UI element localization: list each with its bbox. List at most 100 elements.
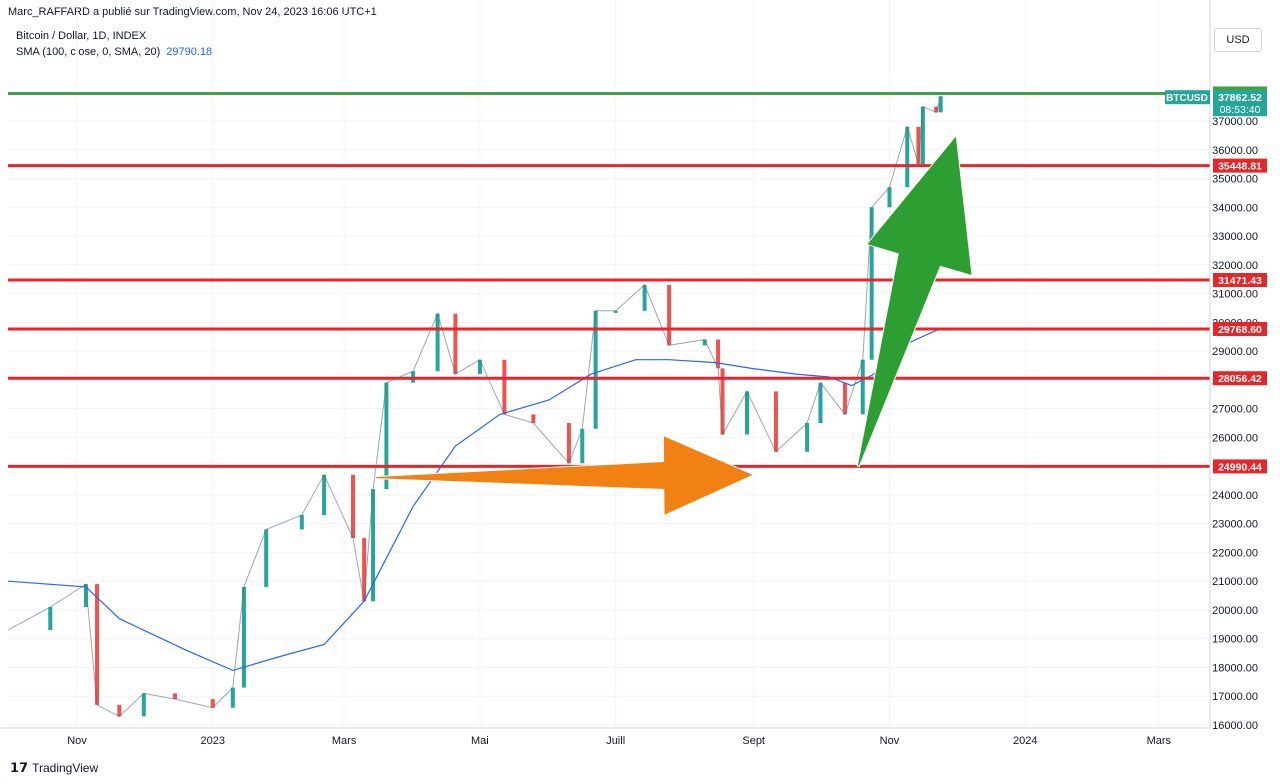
x-tick-label: Nov — [67, 735, 87, 747]
sma-legend: SMA (100, close, 0, SMA, 20) 29790.18 — [16, 46, 212, 58]
price-candle — [95, 584, 100, 705]
price-candle — [905, 126, 910, 188]
y-tick-label: 32000.00 — [1212, 260, 1258, 272]
price-candle — [384, 382, 389, 490]
y-tick-label: 18000.00 — [1212, 662, 1258, 674]
price-candle — [172, 693, 177, 700]
x-tick-label: 2024 — [1013, 735, 1037, 747]
y-tick-label: 27000.00 — [1212, 404, 1258, 416]
price-candle — [642, 284, 647, 311]
level-tag — [1213, 158, 1267, 173]
price-candle — [299, 515, 304, 530]
price-candle — [566, 423, 571, 464]
y-tick-label: 20000.00 — [1212, 605, 1258, 617]
tradingview-logo-icon: 𝟭𝟳 — [10, 760, 29, 775]
x-tick-label: Mars — [1147, 735, 1172, 747]
y-tick-label: 16000.00 — [1212, 720, 1258, 732]
price-candle — [613, 310, 618, 313]
y-tick-label: 17000.00 — [1212, 691, 1258, 703]
annotations[interactable] — [374, 134, 973, 517]
price-candle — [593, 310, 598, 429]
price-candle — [362, 538, 367, 602]
price-candle — [83, 584, 88, 608]
price-candle — [371, 489, 376, 602]
price-candle — [477, 359, 482, 375]
y-tick-label: 24000.00 — [1212, 490, 1258, 502]
y-tick-label: 33000.00 — [1212, 231, 1258, 243]
price-candle — [938, 96, 943, 113]
axes: 16000.00 17000.00 18000.00 19000.00 20000.00… — [0, 0, 1258, 747]
price-candle — [720, 368, 725, 435]
level-tag — [1213, 371, 1267, 386]
y-tick-label: 19000.00 — [1212, 634, 1258, 646]
level-tag-label: 28056.42 — [1218, 373, 1262, 385]
price-series — [7, 96, 943, 718]
price-candle — [241, 586, 246, 688]
price-candle — [435, 313, 440, 372]
price-candle — [916, 126, 921, 165]
price-candle — [531, 414, 536, 423]
level-tag-label: 31471.43 — [1218, 275, 1262, 287]
price-candle — [716, 339, 721, 369]
level-lines[interactable] — [8, 91, 1210, 468]
x-tick-label: Nov — [880, 735, 900, 747]
price-candle — [580, 428, 585, 464]
x-tick-label: Sept — [742, 735, 765, 747]
price-tags: 37957.0235448.8131471.4329768.6028056.42… — [1165, 86, 1267, 474]
y-tick-label: 34000.00 — [1212, 202, 1258, 214]
x-tick-label: 2023 — [201, 735, 225, 747]
price-candle — [745, 391, 750, 435]
trend-arrow[interactable] — [856, 134, 973, 467]
price-candle — [805, 423, 810, 452]
y-tick-label: 21000.00 — [1212, 576, 1258, 588]
price-candle — [351, 474, 356, 539]
tradingview-brand[interactable]: 𝟭𝟳 TradingView — [10, 760, 98, 776]
last-price-tag — [1213, 90, 1267, 117]
currency-selector[interactable]: USD — [1214, 28, 1262, 52]
price-candle — [702, 339, 707, 346]
trend-arrow[interactable] — [374, 434, 755, 517]
price-candle — [264, 529, 269, 587]
sma-label: SMA (100, close, 0, SMA, 20) — [16, 46, 161, 58]
price-candle — [842, 382, 847, 415]
price-candle — [934, 106, 939, 113]
sma-line — [7, 327, 941, 672]
level-tag-label: 24990.44 — [1218, 461, 1262, 473]
price-candle — [502, 359, 507, 415]
price-candle — [453, 313, 458, 375]
price-candle — [920, 106, 925, 165]
price-line — [7, 96, 942, 718]
y-tick-label: 29000.00 — [1212, 346, 1258, 358]
level-tag-label: 35448.81 — [1218, 161, 1262, 173]
level-tag — [1213, 273, 1267, 288]
y-tick-label: 35000.00 — [1212, 174, 1258, 186]
countdown-label: 08:53:40 — [1220, 104, 1261, 116]
level-tag — [1213, 459, 1267, 474]
publish-info: Marc_RAFFARD a publié sur TradingView.co… — [8, 6, 377, 18]
price-candle — [869, 207, 874, 360]
symbol-tag — [1165, 90, 1210, 105]
y-tick-label: 26000.00 — [1212, 432, 1258, 444]
last-price-value: 37862.52 — [1218, 92, 1262, 104]
sma-series — [7, 327, 941, 672]
y-tick-label: 37000.00 — [1212, 116, 1258, 128]
price-candle — [230, 687, 235, 708]
x-tick-label: Mars — [332, 735, 357, 747]
sma-value: 29790.18 — [166, 46, 213, 58]
price-candle — [48, 607, 53, 631]
x-tick-label: Mai — [471, 735, 489, 747]
price-candle — [322, 474, 327, 516]
grid — [8, 0, 1210, 728]
price-candle — [818, 382, 823, 423]
price-candle — [141, 693, 146, 717]
symbol-tag-label: BTCUSD — [1166, 93, 1208, 104]
level-tag — [1213, 321, 1267, 336]
brand-label: TradingView — [32, 761, 99, 775]
y-tick-label: 31000.00 — [1212, 289, 1258, 301]
symbol-title: Bitcoin / Dollar, 1D, INDEX — [16, 30, 147, 42]
y-tick-label: 36000.00 — [1212, 145, 1258, 157]
level-tag-label: 29768.60 — [1218, 324, 1262, 336]
price-candle — [667, 284, 672, 346]
price-candle — [773, 391, 778, 452]
